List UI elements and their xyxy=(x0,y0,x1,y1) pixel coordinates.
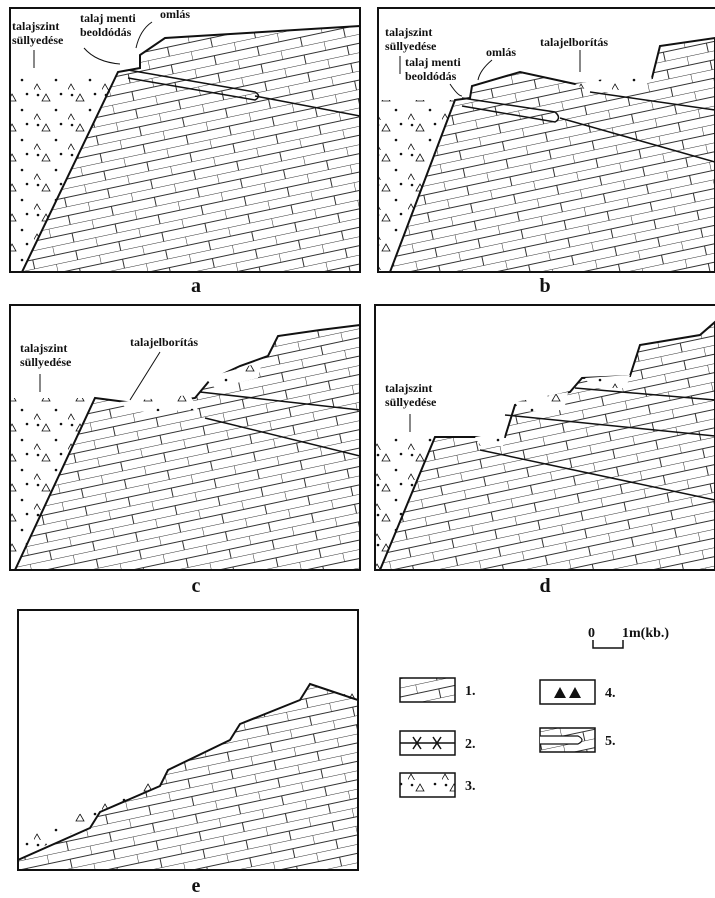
panel-text: beoldódás xyxy=(80,25,132,39)
panel-text: talajelborítás xyxy=(540,35,608,49)
legend-label: 1. xyxy=(465,684,476,699)
panel-text: talajszint xyxy=(385,381,432,395)
legend-swatch xyxy=(400,773,455,797)
panel-text: talajelborítás xyxy=(130,335,198,349)
panel-text: talaj menti xyxy=(405,55,461,69)
panel-text: talajszint xyxy=(385,25,432,39)
scale-length: 1m(kb.) xyxy=(622,626,669,641)
panel-text: süllyedése xyxy=(385,395,437,409)
legend-swatch xyxy=(540,736,582,744)
scale-start: 0 xyxy=(588,626,595,641)
legend-swatch xyxy=(400,678,455,702)
panel-label: b xyxy=(539,275,550,297)
legend: 1. 2. 3. 4. 5. xyxy=(400,678,616,797)
legend-label: 4. xyxy=(605,686,616,701)
panel-text: talajszint xyxy=(12,19,59,33)
panel-text: süllyedése xyxy=(385,39,437,53)
panel-text: omlás xyxy=(160,7,190,21)
panel-label: e xyxy=(192,875,201,897)
panel-text: süllyedése xyxy=(12,33,64,47)
panel-e xyxy=(18,684,358,870)
panel-text: talaj menti xyxy=(80,11,136,25)
legend-swatch xyxy=(540,680,595,704)
panel-d xyxy=(375,322,715,570)
panel-label: a xyxy=(191,275,201,297)
panel-text: omlás xyxy=(486,45,516,59)
panel-label: d xyxy=(539,575,550,597)
panel-text: süllyedése xyxy=(20,355,72,369)
legend-label: 5. xyxy=(605,734,616,749)
diagram: talajszint süllyedése talaj menti beoldó… xyxy=(0,0,715,898)
panel-label: c xyxy=(192,575,201,597)
legend-label: 3. xyxy=(465,779,476,794)
scale-bar xyxy=(593,640,623,648)
panel-a xyxy=(10,26,360,272)
panel-text: beoldódás xyxy=(405,69,457,83)
panel-text: talajszint xyxy=(20,341,67,355)
legend-label: 2. xyxy=(465,737,476,752)
